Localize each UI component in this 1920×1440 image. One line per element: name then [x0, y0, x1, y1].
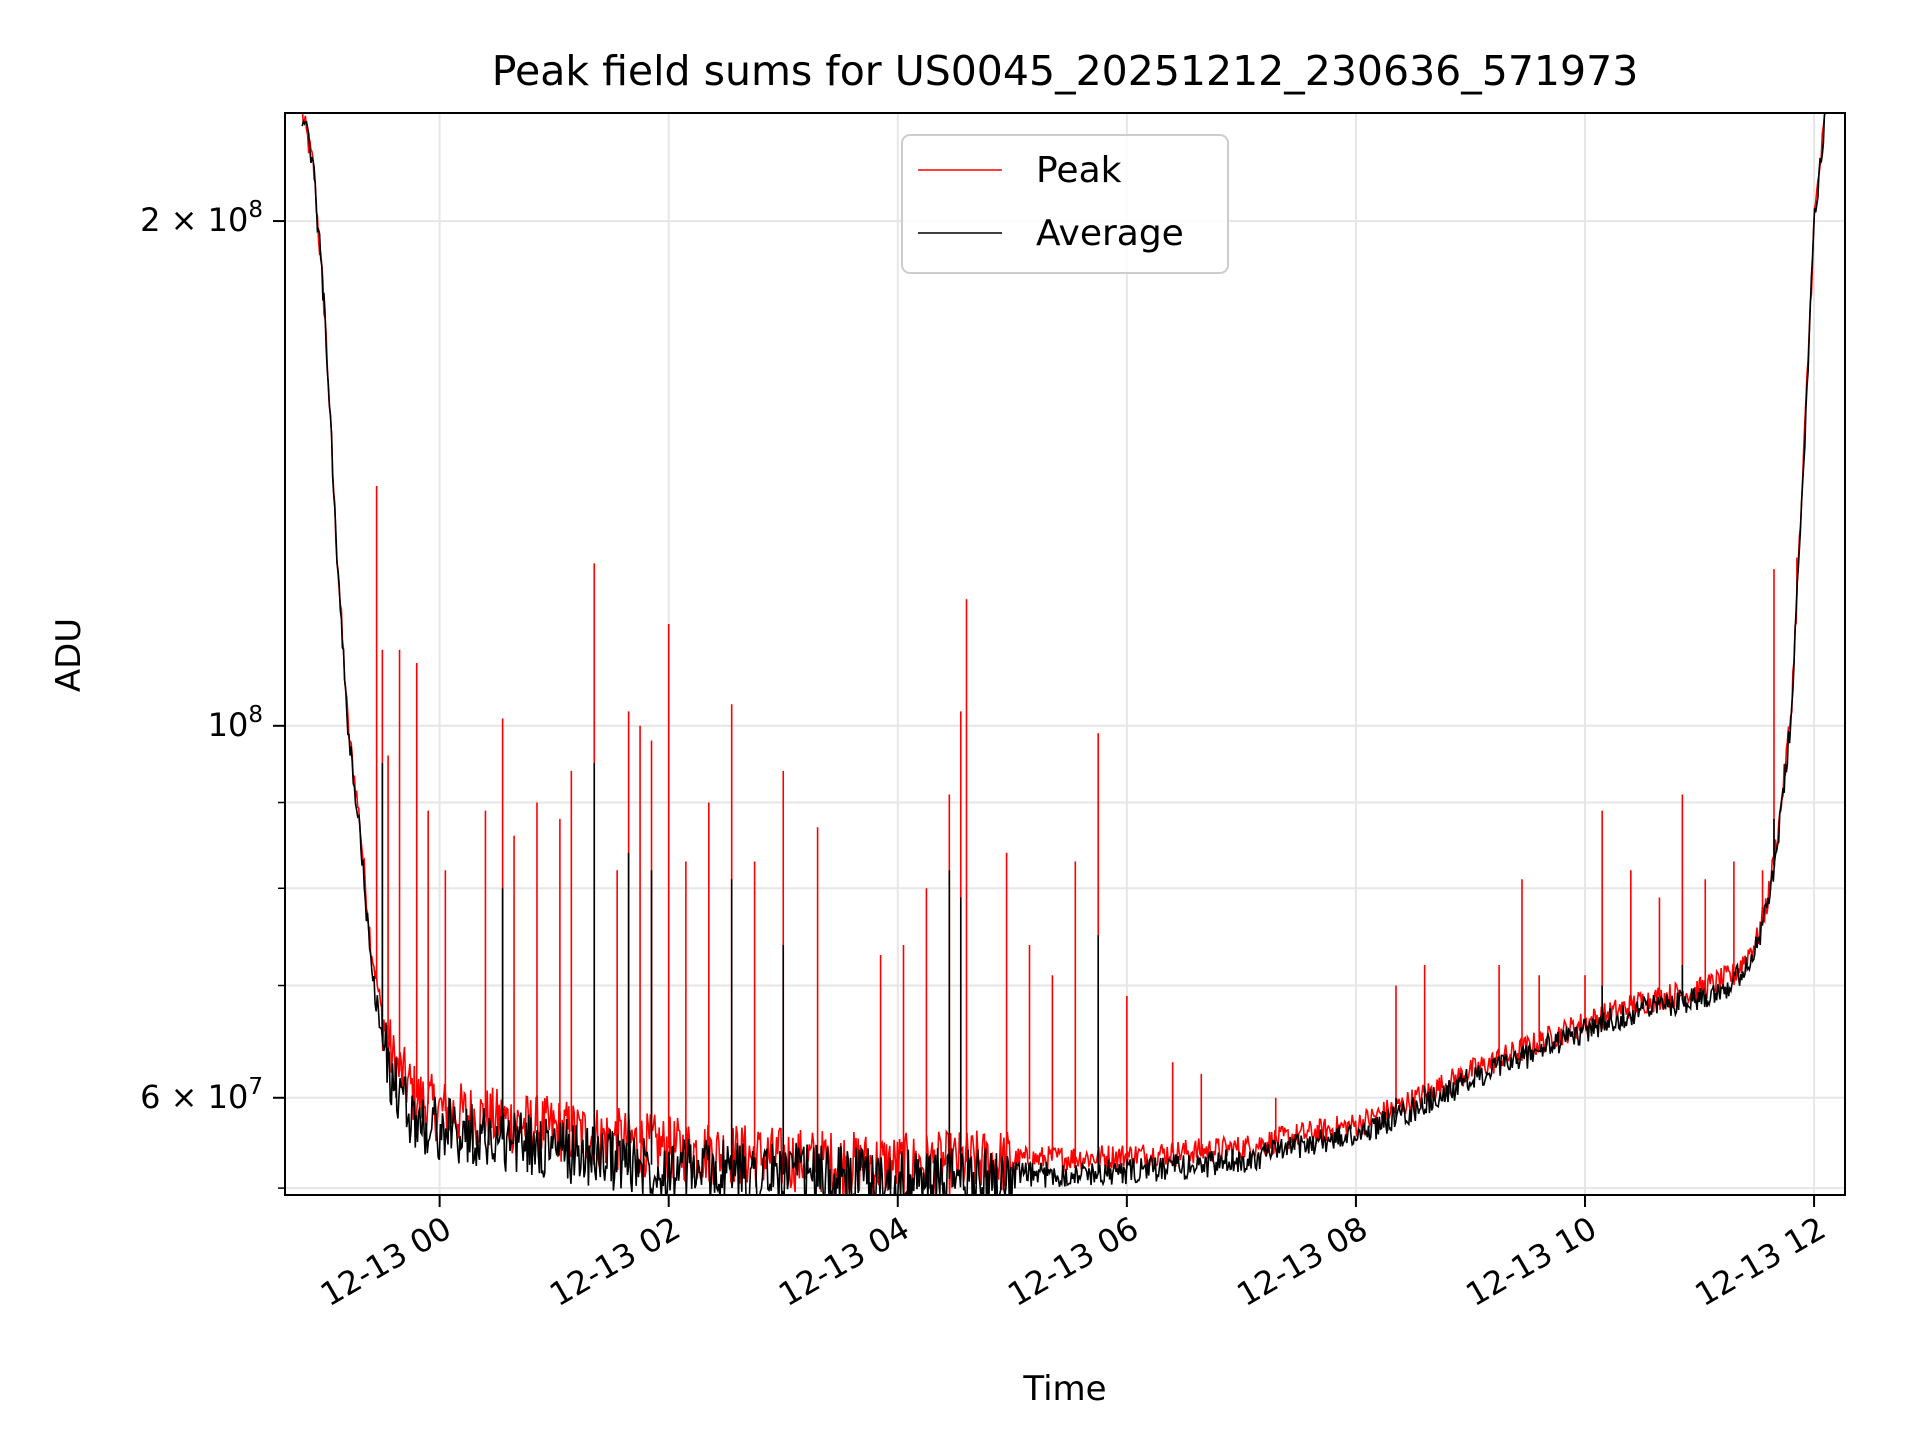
legend-label-average: Average — [1036, 213, 1184, 254]
y-axis: 2 × 108 108 6 × 107 — [140, 197, 285, 1189]
x-tick-label: 12-13 10 — [1459, 1209, 1603, 1314]
plot-frame — [284, 112, 1846, 1196]
x-tick-label: 12-13 06 — [1001, 1209, 1145, 1314]
grid-lines — [285, 113, 1845, 1195]
x-tick-label: 12-13 00 — [314, 1209, 458, 1314]
x-tick-label: 12-13 08 — [1230, 1209, 1374, 1314]
x-axis: 12-13 00 12-13 02 12-13 04 12-13 06 12-13 08… — [314, 1195, 1832, 1314]
legend: Peak Average — [901, 134, 1229, 274]
legend-label-peak: Peak — [1036, 150, 1122, 191]
x-axis-label: Time — [1022, 1369, 1106, 1409]
x-tick-label: 12-13 12 — [1688, 1209, 1832, 1314]
y-tick-label: 6 × 107 — [140, 1074, 263, 1116]
x-tick-label: 12-13 04 — [772, 1209, 916, 1314]
y-tick-label: 2 × 108 — [140, 197, 263, 239]
y-tick-label: 108 — [208, 702, 263, 744]
series-line-average — [301, 113, 1826, 1195]
chart-title: Peak field sums for US0045_20251212_2306… — [492, 47, 1639, 95]
series-layer — [301, 113, 1826, 1195]
x-tick-label: 12-13 02 — [543, 1209, 687, 1314]
y-axis-label: ADU — [49, 618, 89, 692]
